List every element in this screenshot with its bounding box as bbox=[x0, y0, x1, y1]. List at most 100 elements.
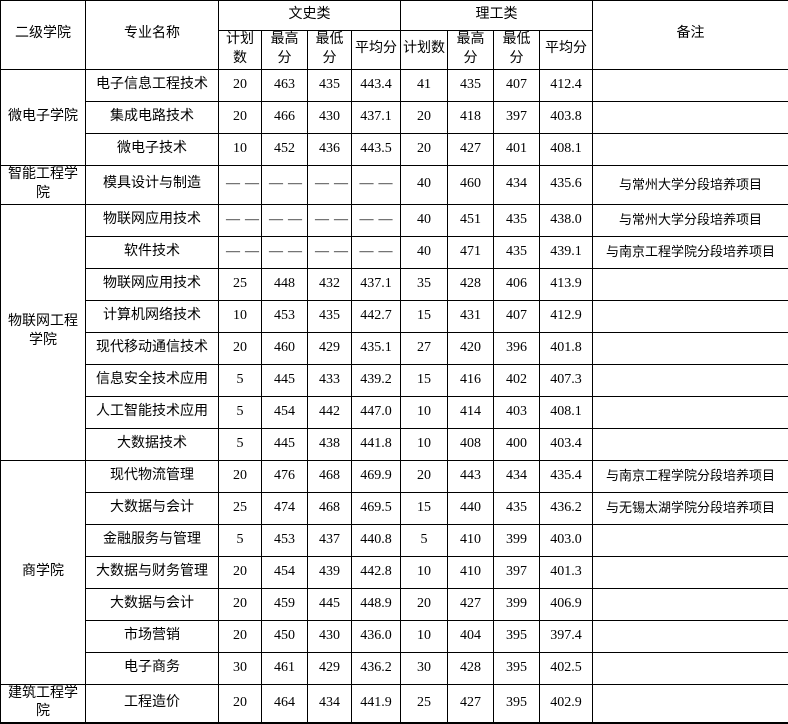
remark-cell bbox=[593, 620, 788, 652]
ws-min-score-cell: 445 bbox=[308, 588, 352, 620]
ws-avg-score-cell: —— bbox=[352, 236, 401, 268]
lg-avg-score-cell: 435.4 bbox=[540, 460, 593, 492]
lg-min-score-cell: 396 bbox=[494, 332, 540, 364]
lg-avg-score-cell: 402.9 bbox=[540, 684, 593, 723]
ws-plan-count-cell: 20 bbox=[219, 556, 262, 588]
ws-max-score-cell: 459 bbox=[262, 588, 308, 620]
college-cell: 智能工程学院 bbox=[1, 165, 86, 204]
lg-avg-score-cell: 412.4 bbox=[540, 69, 593, 101]
lg-min-score-cell: 406 bbox=[494, 268, 540, 300]
lg-min-score-cell: 434 bbox=[494, 460, 540, 492]
lg-max-score-cell: 460 bbox=[448, 165, 494, 204]
lg-plan-count-cell: 15 bbox=[401, 364, 448, 396]
remark-cell: 与南京工程学院分段培养项目 bbox=[593, 460, 788, 492]
ws-max-score-cell: 452 bbox=[262, 133, 308, 165]
lg-plan-count-cell: 35 bbox=[401, 268, 448, 300]
ws-plan-count-cell: 5 bbox=[219, 524, 262, 556]
major-cell: 电子商务 bbox=[86, 652, 219, 684]
lg-plan-count-cell: 5 bbox=[401, 524, 448, 556]
major-cell: 人工智能技术应用 bbox=[86, 396, 219, 428]
lg-min-score-cell: 401 bbox=[494, 133, 540, 165]
lg-min-score-cell: 434 bbox=[494, 165, 540, 204]
ws-plan-count-cell: 20 bbox=[219, 460, 262, 492]
ws-plan-count-cell: 5 bbox=[219, 396, 262, 428]
major-cell: 微电子技术 bbox=[86, 133, 219, 165]
lg-min-score-cell: 403 bbox=[494, 396, 540, 428]
ws-plan-count-cell: 20 bbox=[219, 620, 262, 652]
ws-max-header: 最高分 bbox=[262, 31, 308, 70]
science-group-header: 理工类 bbox=[401, 1, 593, 31]
major-cell: 现代物流管理 bbox=[86, 460, 219, 492]
ws-avg-score-cell: 435.1 bbox=[352, 332, 401, 364]
ws-min-header: 最低分 bbox=[308, 31, 352, 70]
ws-min-score-cell: 435 bbox=[308, 69, 352, 101]
ws-min-score-cell: 468 bbox=[308, 492, 352, 524]
remark-cell: 与常州大学分段培养项目 bbox=[593, 165, 788, 204]
lg-avg-score-cell: 407.3 bbox=[540, 364, 593, 396]
ws-max-score-cell: —— bbox=[262, 204, 308, 236]
lg-avg-score-cell: 401.3 bbox=[540, 556, 593, 588]
header-row-top: 二级学院 专业名称 文史类 理工类 备注 bbox=[1, 1, 788, 31]
ws-avg-score-cell: 436.2 bbox=[352, 652, 401, 684]
major-cell: 大数据技术 bbox=[86, 428, 219, 460]
ws-avg-score-cell: 442.8 bbox=[352, 556, 401, 588]
ws-min-score-cell: 442 bbox=[308, 396, 352, 428]
lg-plan-count-cell: 27 bbox=[401, 332, 448, 364]
major-cell: 市场营销 bbox=[86, 620, 219, 652]
major-cell: 软件技术 bbox=[86, 236, 219, 268]
lg-plan-count-cell: 15 bbox=[401, 492, 448, 524]
lg-max-score-cell: 416 bbox=[448, 364, 494, 396]
remark-cell bbox=[593, 101, 788, 133]
remark-cell bbox=[593, 396, 788, 428]
ws-avg-score-cell: —— bbox=[352, 165, 401, 204]
major-cell: 模具设计与制造 bbox=[86, 165, 219, 204]
remark-column-header: 备注 bbox=[593, 1, 788, 70]
lg-max-score-cell: 408 bbox=[448, 428, 494, 460]
lg-avg-score-cell: 403.8 bbox=[540, 101, 593, 133]
lg-plan-count-cell: 20 bbox=[401, 133, 448, 165]
ws-max-score-cell: —— bbox=[262, 236, 308, 268]
remark-cell bbox=[593, 556, 788, 588]
college-column-header: 二级学院 bbox=[1, 1, 86, 70]
remark-cell bbox=[593, 133, 788, 165]
lg-max-score-cell: 414 bbox=[448, 396, 494, 428]
remark-cell bbox=[593, 268, 788, 300]
ws-min-score-cell: 430 bbox=[308, 101, 352, 133]
lg-max-score-cell: 428 bbox=[448, 268, 494, 300]
ws-avg-score-cell: 469.5 bbox=[352, 492, 401, 524]
lg-min-score-cell: 397 bbox=[494, 556, 540, 588]
ws-avg-score-cell: 436.0 bbox=[352, 620, 401, 652]
ws-plan-count-cell: 25 bbox=[219, 268, 262, 300]
lg-max-score-cell: 420 bbox=[448, 332, 494, 364]
lg-plan-count-cell: 10 bbox=[401, 396, 448, 428]
lg-avg-score-cell: 436.2 bbox=[540, 492, 593, 524]
ws-plan-count-cell: 25 bbox=[219, 492, 262, 524]
liberal-arts-group-header: 文史类 bbox=[219, 1, 401, 31]
ws-plan-count-cell: 20 bbox=[219, 101, 262, 133]
lg-max-score-cell: 471 bbox=[448, 236, 494, 268]
major-cell: 信息安全技术应用 bbox=[86, 364, 219, 396]
ws-max-score-cell: 453 bbox=[262, 524, 308, 556]
ws-min-score-cell: 430 bbox=[308, 620, 352, 652]
lg-plan-count-cell: 20 bbox=[401, 101, 448, 133]
ws-max-score-cell: 453 bbox=[262, 300, 308, 332]
ws-min-score-cell: 436 bbox=[308, 133, 352, 165]
lg-plan-count-cell: 30 bbox=[401, 652, 448, 684]
ws-max-score-cell: 448 bbox=[262, 268, 308, 300]
ws-max-score-cell: 450 bbox=[262, 620, 308, 652]
lg-min-score-cell: 395 bbox=[494, 652, 540, 684]
lg-avg-score-cell: 403.0 bbox=[540, 524, 593, 556]
lg-avg-score-cell: 402.5 bbox=[540, 652, 593, 684]
ws-plan-header: 计划数 bbox=[219, 31, 262, 70]
lg-min-score-cell: 400 bbox=[494, 428, 540, 460]
ws-plan-count-cell: —— bbox=[219, 204, 262, 236]
ws-min-score-cell: 437 bbox=[308, 524, 352, 556]
lg-min-score-cell: 407 bbox=[494, 300, 540, 332]
